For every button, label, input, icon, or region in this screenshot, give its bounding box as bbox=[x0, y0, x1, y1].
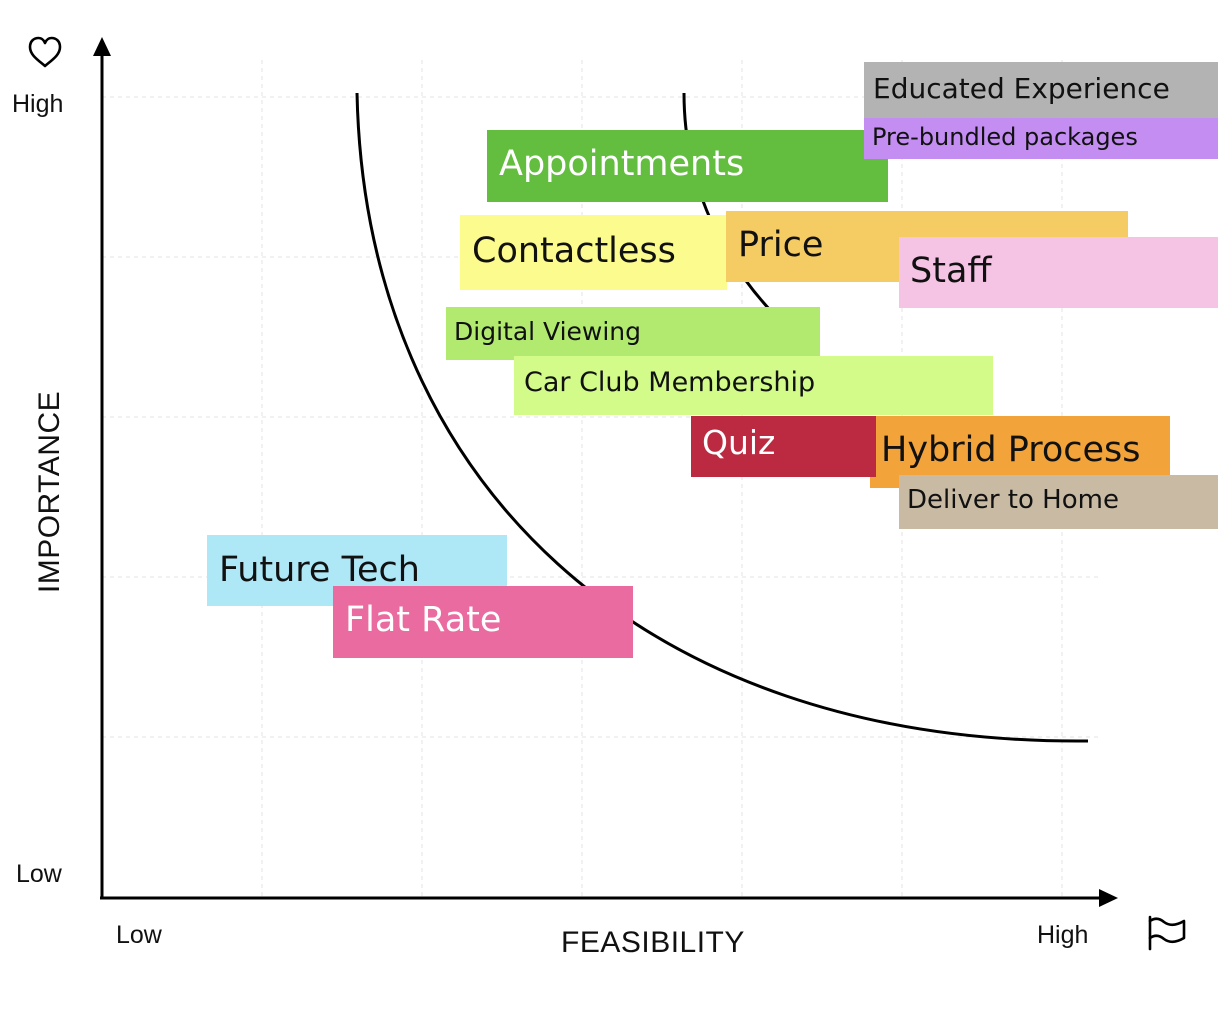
sticky-note-label: Staff bbox=[910, 251, 992, 291]
y-axis-arrowhead bbox=[93, 37, 111, 56]
sticky-note-label: Contactless bbox=[472, 231, 676, 271]
x-axis-low-label: Low bbox=[116, 921, 162, 949]
sticky-note-label: Pre-bundled packages bbox=[872, 123, 1138, 151]
sticky-note-staff[interactable]: Staff bbox=[899, 237, 1218, 308]
sticky-note-car-club-membership[interactable]: Car Club Membership bbox=[514, 356, 993, 415]
sticky-note-deliver-to-home[interactable]: Deliver to Home bbox=[899, 475, 1218, 529]
x-axis-title: FEASIBILITY bbox=[561, 926, 745, 959]
sticky-note-contactless[interactable]: Contactless bbox=[460, 215, 727, 290]
sticky-note-flat-rate[interactable]: Flat Rate bbox=[333, 586, 633, 658]
sticky-note-digital-viewing[interactable]: Digital Viewing bbox=[446, 307, 820, 360]
sticky-note-label: Educated Experience bbox=[873, 72, 1170, 105]
y-axis-title: IMPORTANCE bbox=[33, 390, 66, 594]
priority-curve-inner bbox=[682, 92, 772, 312]
sticky-note-label: Quiz bbox=[702, 423, 776, 462]
priority-curve-outer bbox=[355, 92, 1089, 743]
sticky-note-educated-experience[interactable]: Educated Experience bbox=[864, 62, 1218, 118]
sticky-note-label: Digital Viewing bbox=[454, 317, 642, 346]
x-axis-arrowhead bbox=[1099, 889, 1118, 907]
sticky-note-label: Future Tech bbox=[219, 550, 420, 590]
sticky-note-label: Flat Rate bbox=[345, 600, 502, 640]
sticky-note-pre-bundled-packages[interactable]: Pre-bundled packages bbox=[864, 118, 1218, 159]
sticky-note-label: Car Club Membership bbox=[524, 367, 816, 398]
sticky-note-label: Price bbox=[738, 225, 824, 265]
y-axis-high-label: High bbox=[12, 90, 64, 118]
sticky-note-label: Hybrid Process bbox=[881, 430, 1141, 470]
y-axis-low-label: Low bbox=[16, 860, 62, 888]
x-axis bbox=[100, 889, 1118, 907]
sticky-note-quiz[interactable]: Quiz bbox=[691, 416, 876, 477]
x-axis-high-label: High bbox=[1037, 921, 1089, 949]
sticky-note-label: Deliver to Home bbox=[907, 485, 1119, 515]
flag-icon bbox=[1148, 915, 1186, 951]
sticky-note-appointments[interactable]: Appointments bbox=[487, 130, 888, 202]
heart-icon bbox=[28, 36, 62, 68]
sticky-note-label: Appointments bbox=[499, 144, 745, 184]
y-axis bbox=[93, 37, 111, 898]
